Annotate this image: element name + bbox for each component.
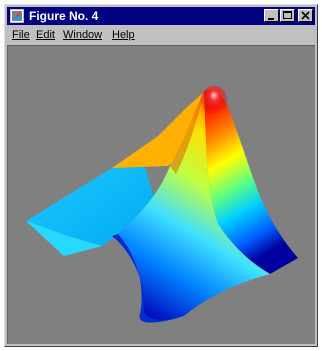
minimize-button[interactable] [264, 9, 279, 22]
menu-window[interactable]: Window [63, 26, 102, 44]
surface-peak-highlight [200, 86, 228, 118]
close-button[interactable] [298, 9, 313, 22]
surface-left-edge [26, 221, 102, 256]
maximize-icon [283, 11, 292, 19]
menu-window-label: Window [63, 29, 103, 41]
menu-file[interactable]: File [12, 26, 30, 44]
menu-help-label: Help [112, 29, 135, 41]
window-title: Figure No. 4 [29, 9, 99, 23]
surface-front-face [118, 92, 270, 323]
title-bar[interactable]: Figure No. 4 [7, 7, 315, 25]
matlab-figure-icon [10, 9, 24, 23]
surface-crease [170, 92, 204, 174]
maximize-button[interactable] [280, 9, 295, 22]
minimize-icon [268, 18, 274, 20]
surface-plot [26, 86, 298, 323]
menu-file-label: File [12, 29, 30, 41]
surface-front-lip [112, 234, 184, 323]
menu-bar: File Edit Window Help [7, 26, 315, 44]
figure-canvas[interactable] [7, 45, 315, 344]
close-icon [301, 11, 310, 20]
surface-right-face [204, 89, 298, 275]
figure-window: Figure No. 4 File Edit Window Help [4, 4, 318, 347]
menu-edit-label: Edit [36, 29, 55, 41]
menu-help[interactable]: Help [112, 26, 135, 44]
menu-edit[interactable]: Edit [36, 26, 55, 44]
